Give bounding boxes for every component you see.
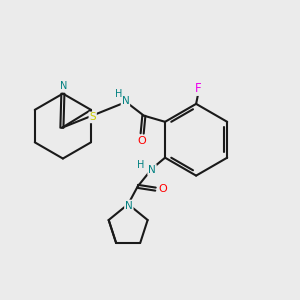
Text: N: N [125,200,133,211]
Text: F: F [194,82,201,95]
Text: N: N [122,96,129,106]
Text: S: S [89,112,96,122]
Text: H: H [137,160,145,170]
Text: N: N [148,165,156,175]
Text: O: O [159,184,167,194]
Text: N: N [60,81,67,91]
Text: O: O [138,136,146,146]
Text: H: H [115,89,122,100]
